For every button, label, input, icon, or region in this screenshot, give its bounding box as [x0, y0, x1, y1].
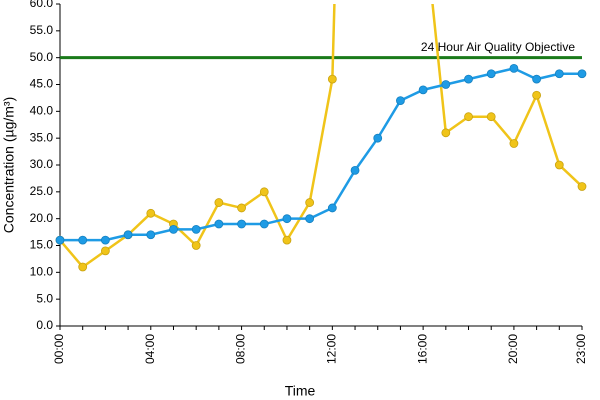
data-point — [532, 74, 542, 84]
y-tick-label: 5.0 — [36, 291, 53, 305]
y-tick-label: 35.0 — [30, 130, 54, 144]
x-tick-label: 23:00 — [574, 334, 588, 364]
x-tick-label: 08:00 — [234, 334, 248, 364]
data-point — [418, 85, 428, 95]
y-tick-label: 25.0 — [30, 184, 54, 198]
data-point — [532, 90, 542, 100]
data-point — [259, 219, 269, 229]
y-tick-label: 0.0 — [36, 318, 53, 332]
data-point — [305, 198, 315, 207]
data-point — [464, 112, 473, 122]
y-tick-label: 50.0 — [30, 50, 54, 64]
x-tick-label: 00:00 — [52, 334, 66, 364]
x-tick-label: 20:00 — [506, 334, 520, 364]
y-tick-label: 15.0 — [30, 238, 54, 252]
data-point — [78, 262, 88, 272]
data-point — [259, 187, 269, 197]
data-point — [123, 230, 133, 240]
data-point — [509, 139, 519, 148]
plot-area — [55, 4, 587, 272]
data-point — [146, 208, 156, 218]
data-point — [577, 182, 587, 191]
series-line — [60, 67, 582, 242]
y-axis-title: Concentration (µg/m³) — [1, 97, 17, 233]
data-point — [282, 235, 292, 245]
data-point — [169, 224, 178, 234]
data-point — [441, 80, 451, 89]
data-point — [486, 112, 496, 122]
y-tick-label: 20.0 — [30, 211, 54, 225]
y-tick-label: 45.0 — [30, 77, 54, 91]
x-tick-label: 12:00 — [325, 334, 339, 364]
data-point — [282, 214, 292, 224]
y-tick-label: 40.0 — [30, 104, 54, 118]
x-tick-label: 04:00 — [143, 334, 157, 364]
x-tick-label: 16:00 — [415, 334, 429, 364]
data-point — [305, 214, 315, 224]
x-axis-title: Time — [285, 383, 316, 399]
y-tick-label: 55.0 — [30, 23, 54, 37]
data-point — [78, 235, 88, 245]
data-point — [577, 69, 587, 79]
data-point — [441, 128, 451, 138]
data-point — [237, 203, 246, 213]
data-point — [327, 74, 337, 84]
series-line — [59, 4, 583, 269]
data-point — [146, 230, 156, 240]
data-point — [191, 224, 201, 234]
data-point — [191, 241, 201, 250]
y-tick-label: 60.0 — [30, 0, 54, 10]
data-point — [554, 160, 564, 170]
data-point — [509, 64, 519, 73]
data-point — [464, 74, 473, 84]
data-point — [327, 203, 337, 213]
data-point — [100, 235, 110, 245]
data-point — [55, 235, 65, 245]
data-point — [214, 219, 224, 229]
data-point — [554, 69, 564, 79]
data-point — [237, 219, 246, 229]
y-tick-label: 10.0 — [30, 265, 54, 279]
data-point — [486, 69, 496, 79]
data-point — [396, 96, 405, 105]
data-point — [214, 198, 224, 207]
reference-label: 24 Hour Air Quality Objective — [421, 40, 575, 54]
data-point — [373, 133, 383, 143]
data-point — [350, 165, 360, 175]
data-point — [100, 246, 110, 256]
y-tick-label: 30.0 — [30, 157, 54, 171]
